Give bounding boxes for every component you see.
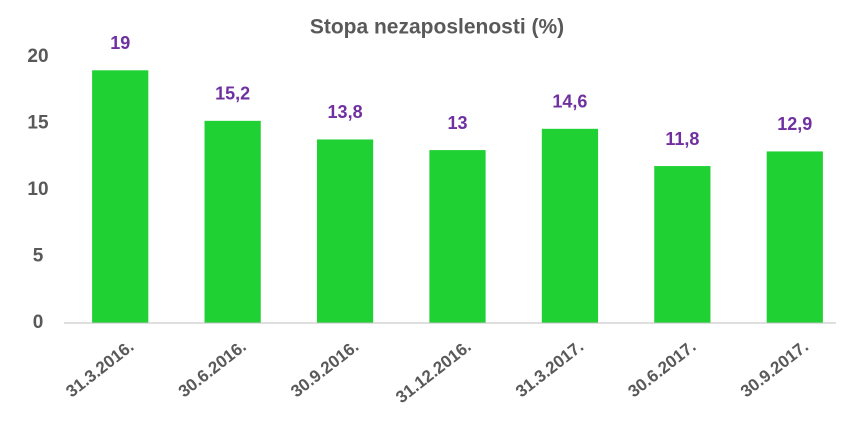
x-tick-label: 30.9.2017. — [737, 337, 812, 401]
value-label: 19 — [110, 33, 130, 53]
x-tick-label: 30.6.2016. — [175, 337, 250, 401]
value-label: 11,8 — [665, 129, 699, 149]
x-tick-label: 30.6.2017. — [625, 337, 700, 401]
bar — [654, 166, 711, 323]
bar — [316, 139, 374, 323]
x-tick-label: 31.3.2016. — [62, 337, 137, 401]
x-tick-label: 30.9.2016. — [287, 337, 362, 401]
value-label: 15,2 — [215, 84, 250, 104]
y-tick-label: 5 — [33, 246, 44, 267]
y-tick-label: 15 — [27, 113, 49, 134]
bar — [541, 128, 599, 323]
bar — [766, 151, 823, 323]
y-tick-label: 20 — [27, 46, 48, 67]
x-tick-label: 31.3.2017. — [512, 337, 587, 401]
x-tick-label: 31.12.2016. — [392, 337, 474, 407]
y-tick-label: 10 — [27, 179, 48, 200]
value-label: 13 — [447, 113, 467, 133]
value-label: 13,8 — [328, 102, 363, 122]
value-label: 14,6 — [552, 92, 587, 112]
chart-title: Stopa nezaposlenosti (%) — [310, 16, 564, 39]
y-tick-label: 0 — [33, 312, 44, 333]
bar — [92, 70, 149, 323]
bar — [429, 150, 486, 323]
bar — [204, 120, 261, 323]
value-label: 12,9 — [777, 114, 812, 134]
